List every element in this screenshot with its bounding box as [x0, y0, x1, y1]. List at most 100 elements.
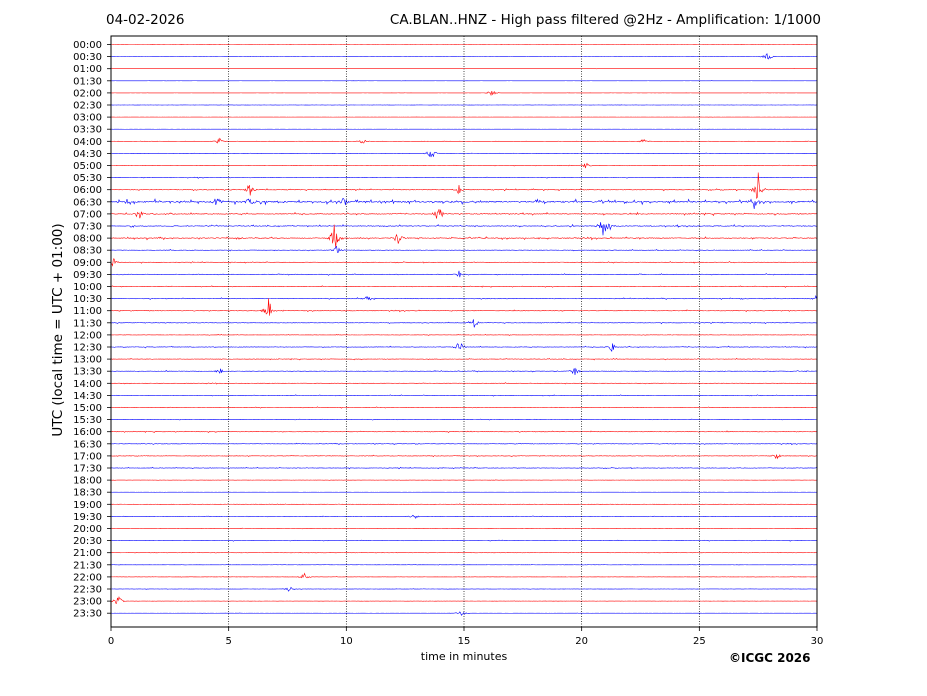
trace-row-0200: [110, 90, 817, 97]
trace-row-2230: [110, 586, 817, 592]
trace-row-1000: [110, 285, 817, 288]
trace-row-1130: [110, 319, 817, 328]
trace-row-1500: [110, 406, 817, 409]
y-tick-label-0230: 02:30: [73, 101, 102, 112]
trace-group: [110, 44, 817, 616]
x-tick-label-25: 25: [693, 636, 706, 647]
y-tick-label-0100: 01:00: [73, 64, 102, 75]
y-tick-label-1800: 18:00: [73, 476, 102, 487]
trace-row-2030: [110, 539, 817, 542]
y-tick-label-0430: 04:30: [73, 149, 102, 160]
y-tick-label-0830: 08:30: [73, 246, 102, 257]
y-tick-label-2230: 22:30: [73, 585, 102, 596]
trace-row-2330: [110, 611, 817, 616]
trace-row-0600: [110, 172, 817, 199]
trace-row-1100: [110, 298, 817, 316]
y-tick-label-0730: 07:30: [73, 222, 102, 233]
y-tick-label-2300: 23:00: [73, 597, 102, 608]
trace-row-1900: [110, 503, 817, 505]
y-tick-label-0800: 08:00: [73, 234, 102, 245]
x-tick-label-30: 30: [811, 636, 824, 647]
trace-row-1600: [110, 430, 817, 434]
chart-date: 04-02-2026: [106, 12, 185, 28]
x-axis: 0 5 10 15 20 25 30: [108, 627, 824, 647]
trace-row-1700: [110, 454, 817, 460]
y-tick-label-0200: 02:00: [73, 88, 102, 99]
trace-row-1630: [110, 442, 817, 446]
y-tick-label-1730: 17:30: [73, 464, 102, 475]
y-tick-label-1430: 14:30: [73, 391, 102, 402]
y-tick-label-1900: 19:00: [73, 500, 102, 511]
trace-row-1400: [110, 382, 817, 385]
y-tick-label-1230: 12:30: [73, 343, 102, 354]
y-tick-label-1930: 19:30: [73, 512, 102, 523]
y-tick-label-0300: 03:00: [73, 113, 102, 124]
x-tick-label-10: 10: [340, 636, 353, 647]
y-tick-label-0000: 00:00: [73, 40, 102, 51]
y-tick-label-0330: 03:30: [73, 125, 102, 136]
y-tick-label-0600: 06:00: [73, 185, 102, 196]
x-axis-label: time in minutes: [420, 650, 508, 663]
trace-row-1930: [110, 514, 817, 519]
y-tick-label-0900: 09:00: [73, 258, 102, 269]
trace-row-2130: [110, 564, 817, 566]
y-tick-label-1830: 18:30: [73, 488, 102, 499]
trace-row-1030: [110, 294, 817, 301]
y-tick-label-0030: 00:30: [73, 52, 102, 63]
y-tick-label-2100: 21:00: [73, 548, 102, 559]
y-tick-label-1600: 16:00: [73, 427, 102, 438]
y-tick-label-1300: 13:00: [73, 355, 102, 366]
trace-row-2100: [110, 552, 817, 554]
y-axis-label: UTC (local time = UTC + 01:00): [50, 223, 66, 437]
y-tick-label-0700: 07:00: [73, 209, 102, 220]
trace-row-0030: [110, 53, 817, 60]
y-tick-label-2030: 20:30: [73, 536, 102, 547]
y-tick-label-1330: 13:30: [73, 367, 102, 378]
y-tick-label-1130: 11:30: [73, 318, 102, 329]
trace-row-1330: [110, 367, 817, 376]
trace-row-2200: [110, 572, 817, 579]
y-tick-label-1100: 11:00: [73, 306, 102, 317]
trace-row-0930: [110, 270, 817, 278]
x-tick-label-5: 5: [225, 636, 231, 647]
x-tick-label-20: 20: [575, 636, 588, 647]
trace-row-0730: [110, 222, 817, 236]
trace-row-1230: [110, 343, 817, 352]
trace-row-0800: [110, 224, 817, 248]
y-tick-label-2000: 20:00: [73, 524, 102, 535]
trace-row-1430: [110, 394, 817, 397]
x-tick-label-15: 15: [458, 636, 471, 647]
trace-row-0830: [110, 245, 817, 253]
y-tick-label-1400: 14:00: [73, 379, 102, 390]
y-tick-label-0930: 09:30: [73, 270, 102, 281]
y-tick-label-0530: 05:30: [73, 173, 102, 184]
y-tick-label-2330: 23:30: [73, 609, 102, 620]
trace-row-1530: [110, 418, 817, 421]
trace-row-2000: [110, 527, 817, 530]
trace-row-0900: [110, 258, 817, 267]
y-tick-label-1530: 15:30: [73, 415, 102, 426]
trace-row-0530: [110, 176, 817, 179]
trace-row-1730: [110, 466, 817, 470]
trace-row-1800: [110, 479, 817, 481]
y-tick-label-1200: 12:00: [73, 330, 102, 341]
y-tick-label-2130: 21:30: [73, 560, 102, 571]
trace-row-0400: [110, 137, 817, 144]
trace-row-2300: [110, 596, 817, 604]
copyright-label: ©ICGC 2026: [729, 651, 811, 665]
y-tick-label-1030: 10:30: [73, 294, 102, 305]
y-tick-label-0630: 06:30: [73, 197, 102, 208]
y-tick-label-1000: 10:00: [73, 282, 102, 293]
trace-row-0700: [110, 209, 817, 219]
y-tick-label-0400: 04:00: [73, 137, 102, 148]
y-tick-label-0500: 05:00: [73, 161, 102, 172]
grid-lines: [228, 36, 700, 627]
y-tick-label-0130: 01:30: [73, 76, 102, 87]
trace-row-0630: [110, 197, 817, 210]
chart-title: CA.BLAN..HNZ - High pass filtered @2Hz -…: [389, 12, 821, 28]
trace-row-1200: [110, 333, 817, 336]
trace-row-0500: [110, 162, 817, 169]
y-tick-label-1630: 16:30: [73, 439, 102, 450]
